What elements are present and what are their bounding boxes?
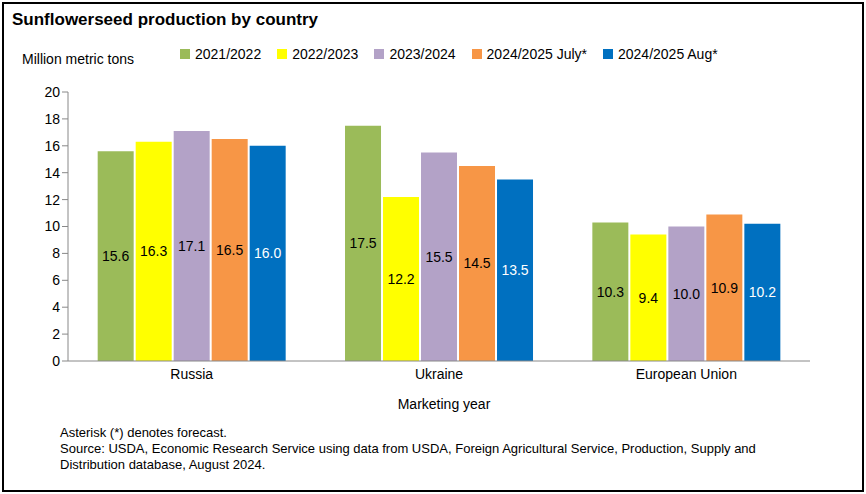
svg-text:15.5: 15.5 xyxy=(425,249,452,265)
html-text:Asterisk (*) denotes forecast.: Asterisk (*) denotes forecast. xyxy=(60,425,227,440)
svg-text:10: 10 xyxy=(44,218,60,234)
html-text:Source: USDA, Economic Researc: Source: USDA, Economic Research Service … xyxy=(60,441,756,472)
svg-text:European Union: European Union xyxy=(636,366,737,382)
svg-text:2: 2 xyxy=(52,326,60,342)
svg-text:16: 16 xyxy=(44,138,60,154)
html-text:2024/2025 July*: 2024/2025 July* xyxy=(486,46,587,62)
svg-text:17.5: 17.5 xyxy=(349,235,376,251)
svg-text:20: 20 xyxy=(44,84,60,100)
svg-text:10.3: 10.3 xyxy=(597,284,624,300)
svg-text:14: 14 xyxy=(44,165,60,181)
html-text:Sunflowerseed production by co: Sunflowerseed production by country xyxy=(12,10,318,29)
svg-text:Russia: Russia xyxy=(170,366,213,382)
svg-text:10.0: 10.0 xyxy=(673,286,700,302)
svg-text:16.3: 16.3 xyxy=(140,243,167,259)
svg-text:13.5: 13.5 xyxy=(501,262,528,278)
html-text:2024/2025 Aug*: 2024/2025 Aug* xyxy=(618,46,718,62)
html-text:Million metric tons: Million metric tons xyxy=(22,51,134,67)
svg-text:17.1: 17.1 xyxy=(178,238,205,254)
svg-text:0: 0 xyxy=(52,353,60,369)
svg-text:12: 12 xyxy=(44,192,60,208)
svg-text:12.2: 12.2 xyxy=(387,271,414,287)
svg-text:9.4: 9.4 xyxy=(639,290,659,306)
svg-text:10.9: 10.9 xyxy=(711,280,738,296)
html-text:2023/2024: 2023/2024 xyxy=(389,46,456,62)
svg-text:8: 8 xyxy=(52,245,60,261)
svg-text:15.6: 15.6 xyxy=(102,248,129,264)
svg-text:6: 6 xyxy=(52,272,60,288)
svg-text:18: 18 xyxy=(44,111,60,127)
html-text:2022/2023: 2022/2023 xyxy=(292,46,359,62)
svg-text:4: 4 xyxy=(52,299,60,315)
html-text:2021/2022: 2021/2022 xyxy=(195,46,262,62)
html-text:Marketing year: Marketing year xyxy=(397,396,491,412)
svg-text:16.0: 16.0 xyxy=(254,245,281,261)
svg-text:16.5: 16.5 xyxy=(216,242,243,258)
svg-text:14.5: 14.5 xyxy=(463,255,490,271)
svg-text:Ukraine: Ukraine xyxy=(415,366,463,382)
svg-text:10.2: 10.2 xyxy=(749,284,776,300)
